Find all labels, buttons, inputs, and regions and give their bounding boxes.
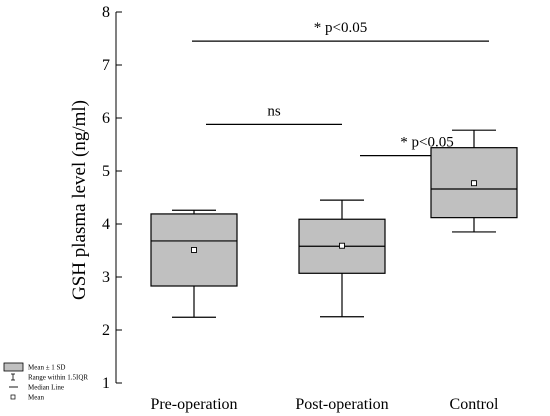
significance-label: * p<0.05 [400,135,453,151]
significance-label: * p<0.05 [314,20,367,36]
y-tick-label: 5 [102,163,110,180]
y-tick-label: 2 [102,322,110,339]
mean-marker [471,180,477,187]
x-category-label: Pre-operation [150,396,237,413]
x-category-label: Control [450,396,499,413]
x-category-label: Post-operation [295,396,388,413]
legend-item: Mean [10,394,44,402]
mean-marker [191,247,197,253]
y-tick-label: 4 [102,216,110,233]
box-post-operation [298,199,386,318]
legend-box-swatch [3,362,24,372]
y-tick-label: 7 [102,57,110,74]
legend-label: Mean ± 1 SD [28,364,65,372]
legend-item: Range within 1.5IQR [11,374,88,382]
legend-mean-swatch [10,394,16,400]
legend: Mean ± 1 SD Range within 1.5IQR Median Lin… [3,362,88,402]
legend-label: Median Line [28,384,64,392]
significance-annotation: * p<0.05 [192,20,489,42]
box-control [430,129,518,233]
box-pre-operation [150,209,238,318]
y-axis-label: GSH plasma level (ng/ml) [69,100,90,300]
y-tick-label: 3 [102,269,110,286]
significance-label: ns [267,103,281,119]
y-tick-label: 8 [102,4,110,21]
legend-label: Mean [28,394,44,402]
legend-label: Range within 1.5IQR [28,374,88,382]
legend-item: Mean ± 1 SD [3,362,65,372]
y-tick-label: 6 [102,110,110,127]
mean-marker [339,242,345,249]
significance-annotation: ns [206,103,342,125]
legend-item: Median Line [9,384,64,392]
y-tick-label: 1 [102,375,110,392]
